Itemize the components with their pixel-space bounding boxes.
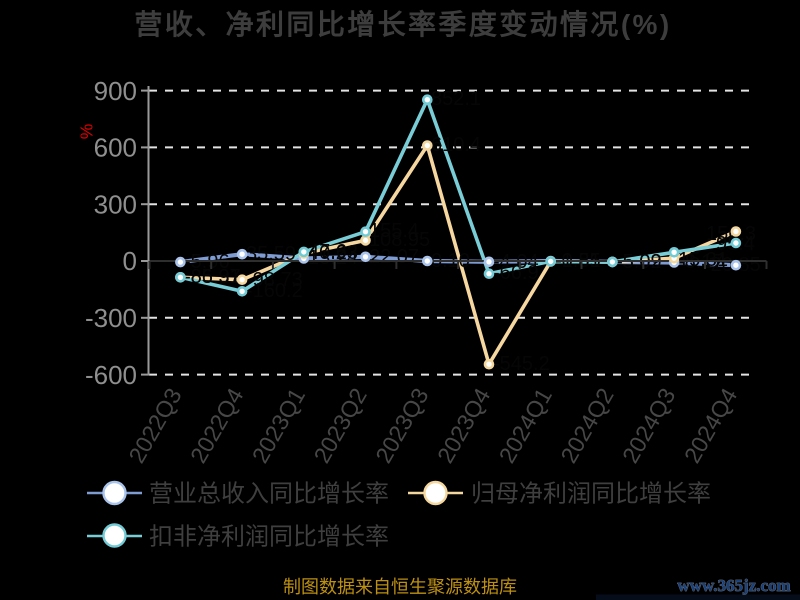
svg-text:www.365jz.com: www.365jz.com: [677, 576, 790, 595]
svg-text:900: 900: [94, 76, 137, 106]
svg-text:156.3: 156.3: [706, 223, 756, 245]
svg-text:22.07: 22.07: [369, 246, 419, 268]
svg-text:扣非净利润同比增长率: 扣非净利润同比增长率: [149, 524, 389, 551]
svg-text:47.6: 47.6: [308, 241, 347, 263]
svg-text:-66.9: -66.9: [493, 262, 539, 284]
svg-text:-545.2: -545.2: [493, 353, 550, 375]
svg-text:-160.2: -160.2: [246, 280, 303, 302]
svg-text:%: %: [77, 124, 97, 140]
svg-text:13.24: 13.24: [308, 247, 358, 269]
svg-text:610.4: 610.4: [431, 134, 481, 156]
svg-text:600: 600: [94, 133, 137, 163]
svg-text:40.23: 40.23: [308, 242, 358, 264]
svg-text:155.4: 155.4: [369, 220, 419, 242]
svg-text:-85.97: -85.97: [184, 266, 241, 288]
svg-text:营业总收入同比增长率: 营业总收入同比增长率: [149, 481, 389, 508]
svg-text:0: 0: [123, 246, 137, 276]
svg-text:-300: -300: [85, 303, 137, 333]
svg-text:108.95: 108.95: [369, 229, 430, 251]
svg-text:852.1: 852.1: [431, 88, 481, 110]
svg-text:归母净利润同比增长率: 归母净利润同比增长率: [471, 481, 711, 508]
svg-text:制图数据来自恒生聚源数据库: 制图数据来自恒生聚源数据库: [283, 577, 517, 597]
svg-text:35.59: 35.59: [246, 243, 296, 265]
svg-text:300: 300: [94, 189, 137, 219]
svg-text:-86.31: -86.31: [184, 266, 241, 288]
svg-text:-600: -600: [85, 360, 137, 390]
svg-text:-98.73: -98.73: [246, 269, 303, 291]
svg-text:营收、净利同比增长率季度变动情况(%): 营收、净利同比增长率季度变动情况(%): [134, 8, 671, 40]
